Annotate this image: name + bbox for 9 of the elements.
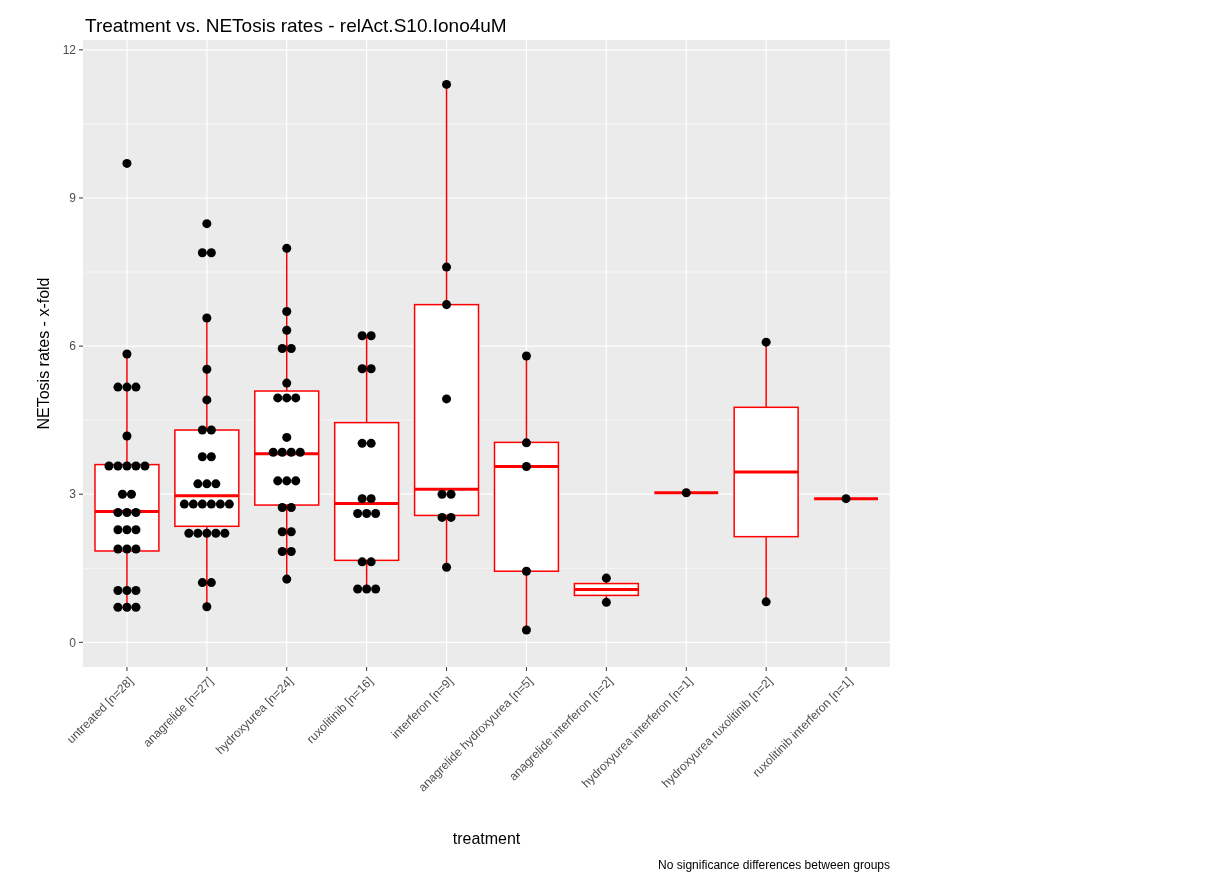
y-tick-label: 9 — [69, 191, 77, 206]
chart-title: Treatment vs. NETosis rates - relAct.S10.Iono4uM — [85, 15, 507, 36]
y-tick-label: 12 — [62, 43, 77, 58]
y-tick-label: 6 — [69, 339, 77, 354]
text: No significance differences between groups — [658, 858, 890, 872]
y-axis-title: NETosis rates - x-fold — [35, 277, 52, 430]
x-axis-title: treatment — [452, 830, 521, 847]
y-tick-label: 0 — [69, 635, 77, 650]
y-tick-label: 3 — [69, 487, 77, 502]
